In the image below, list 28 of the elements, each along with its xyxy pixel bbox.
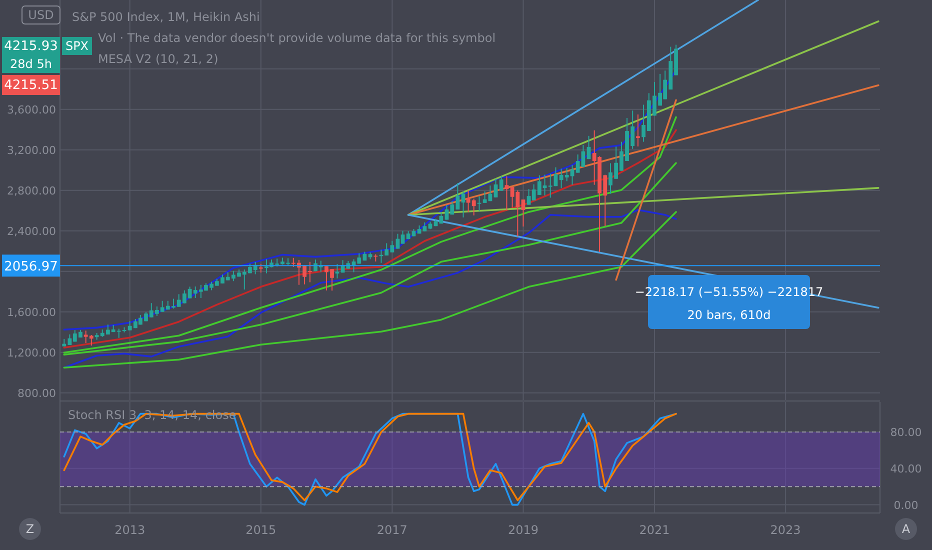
ref-line-label: 2056.97 <box>4 260 58 275</box>
text: A <box>902 522 911 536</box>
text: 4215.51 <box>4 78 58 93</box>
y-tick-label: 1,200.00 <box>7 346 56 360</box>
x-tick-label: 2017 <box>376 523 408 537</box>
annotation: Vol · The data vendor doesn't provide volume data for this symbol <box>98 31 496 45</box>
x-tick-label: 2021 <box>639 523 670 537</box>
y-tick-label: 3,200.00 <box>7 144 56 157</box>
x-tick-label: 2019 <box>508 523 539 537</box>
y-tick-label: 80.00 <box>890 426 922 440</box>
annotation: 20 bars, 610d <box>687 308 771 322</box>
annotation: MESA V2 (10, 21, 2) <box>98 52 218 66</box>
x-tick-label: 2013 <box>114 523 146 537</box>
x-tick-label: 2023 <box>770 523 801 537</box>
y-tick-label: 2,400.00 <box>7 224 56 238</box>
y-tick-label: 2,800.00 <box>7 184 56 198</box>
y-tick-label: 800.00 <box>18 386 56 400</box>
y-tick-label: 40.00 <box>890 462 922 476</box>
y-tick-label: 0.00 <box>894 498 918 512</box>
text: 28d 5h <box>10 57 52 71</box>
x-tick-label: 2015 <box>246 523 276 537</box>
y-tick-label: 3,600.00 <box>7 103 56 116</box>
y-tick-label: 1,600.00 <box>7 306 56 319</box>
text: Z <box>26 522 34 536</box>
text: USD <box>28 8 54 22</box>
text: 4215.93 <box>4 39 58 54</box>
annotation: SPX <box>65 39 89 53</box>
text: S&P 500 Index, 1M, Heikin Ashi <box>72 10 260 24</box>
